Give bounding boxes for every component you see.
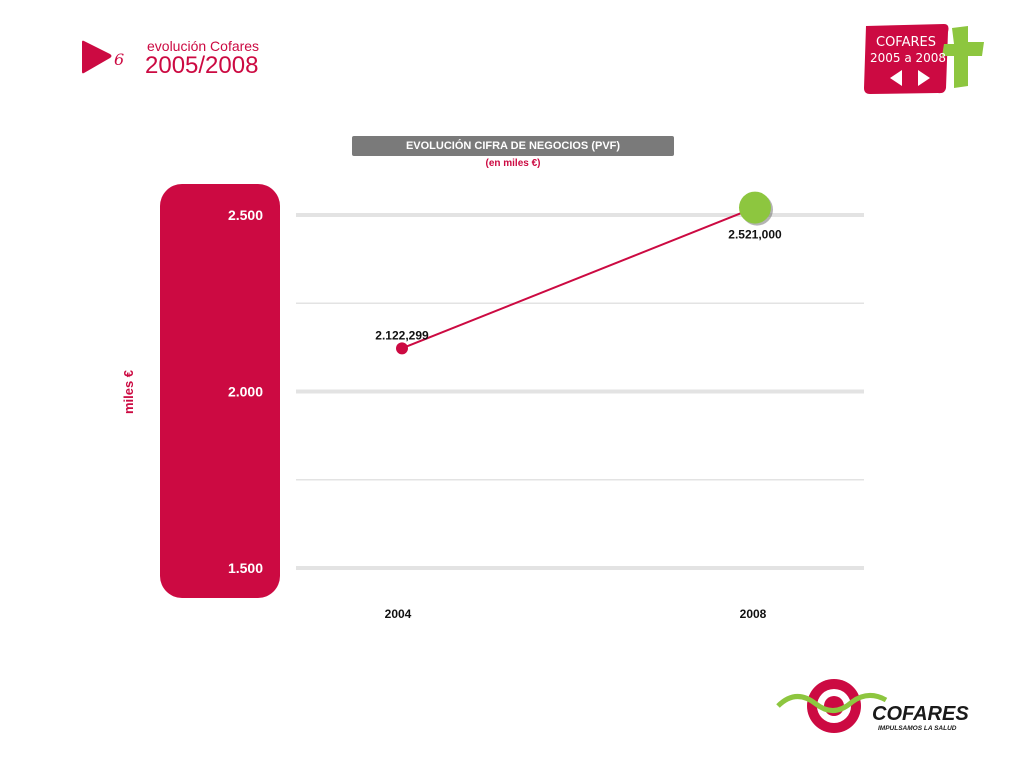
y-tick-label: 2.500 [228,207,263,223]
badge-line2: 2005 a 2008 [870,51,946,65]
badge-line1: COFARES [876,35,936,50]
x-tick-label: 2004 [385,607,412,621]
data-label: 2.122,299 [375,328,429,342]
cofares-2005-2008-badge: COFARES 2005 a 2008 [864,24,984,94]
x-tick-label: 2008 [740,607,767,621]
logo-tagline: IMPULSAMOS LA SALUD [878,725,957,732]
next-arrow-icon [918,70,930,86]
chart-title: EVOLUCIÓN CIFRA DE NEGOCIOS (PVF) [352,136,674,156]
cofares-logo: COFARES IMPULSAMOS LA SALUD [776,679,969,733]
y-tick-label: 1.500 [228,560,263,576]
header-years: 2005/2008 [145,52,259,79]
svg-text:6: 6 [114,50,124,69]
y-tick-label: 2.000 [228,384,263,400]
chart-subtitle: (en miles €) [485,158,541,169]
prev-arrow-icon [890,70,902,86]
data-point-2008 [739,191,771,224]
section-marker-icon: 6 [82,40,124,74]
header-subtitle: evolución Cofares [147,38,260,54]
data-point-2004 [396,342,408,355]
y-axis-label: miles € [121,370,136,414]
y-axis-panel [160,184,280,598]
series-line [401,206,756,350]
logo-brand: COFARES [872,703,969,725]
data-label: 2.521,000 [728,228,782,242]
